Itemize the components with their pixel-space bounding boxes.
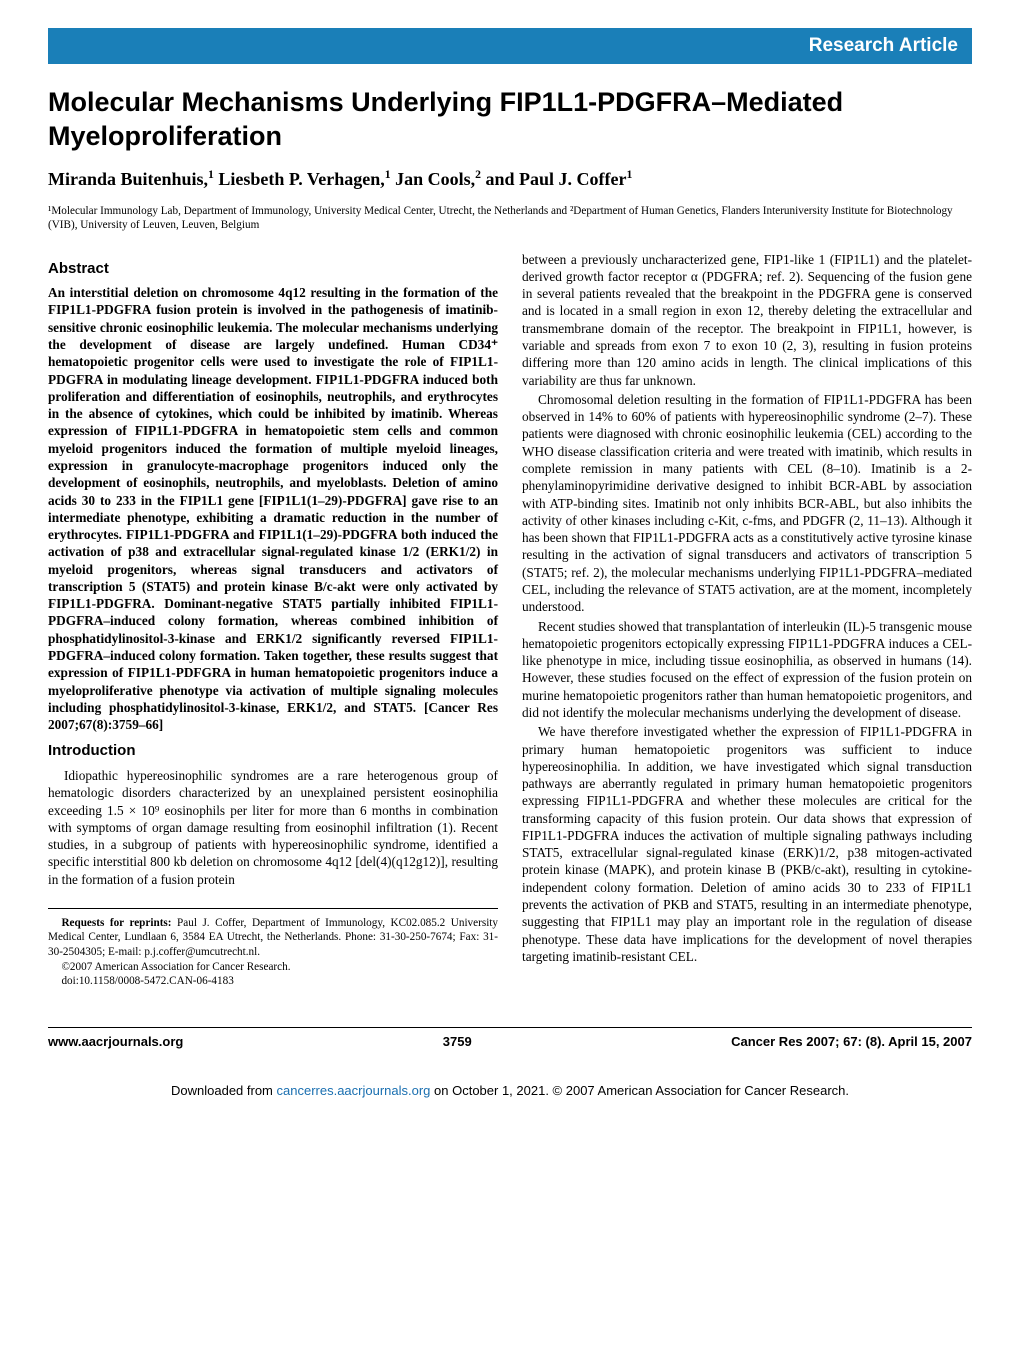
abstract-heading: Abstract <box>48 259 498 279</box>
reprints-label: Requests for reprints: <box>61 917 171 929</box>
reprints-footnote: Requests for reprints: Paul J. Coffer, D… <box>48 916 498 960</box>
download-suffix: on October 1, 2021. © 2007 American Asso… <box>430 1083 849 1098</box>
download-note: Downloaded from cancerres.aacrjournals.o… <box>0 1067 1020 1122</box>
abstract-body: An interstitial deletion on chromosome 4… <box>48 284 498 733</box>
doi-footnote: doi:10.1158/0008-5472.CAN-06-4183 <box>48 974 498 989</box>
download-prefix: Downloaded from <box>171 1083 277 1098</box>
intro-para: Idiopathic hypereosinophilic syndromes a… <box>48 767 498 888</box>
author-list: Miranda Buitenhuis,1 Liesbeth P. Verhage… <box>48 168 972 190</box>
introduction-heading: Introduction <box>48 741 498 761</box>
copyright-footnote: ©2007 American Association for Cancer Re… <box>48 960 498 975</box>
intro-para: Recent studies showed that transplantati… <box>522 618 972 722</box>
download-link[interactable]: cancerres.aacrjournals.org <box>277 1083 431 1098</box>
banner: Research Article <box>48 28 972 64</box>
affiliations: ¹Molecular Immunology Lab, Department of… <box>48 204 972 233</box>
intro-para: between a previously uncharacterized gen… <box>522 251 972 389</box>
footer-page-number: 3759 <box>443 1034 472 1049</box>
intro-para: Chromosomal deletion resulting in the fo… <box>522 391 972 616</box>
intro-para: We have therefore investigated whether t… <box>522 723 972 965</box>
article-title: Molecular Mechanisms Underlying FIP1L1-P… <box>48 86 972 154</box>
footer-left: www.aacrjournals.org <box>48 1034 183 1049</box>
footer-right: Cancer Res 2007; 67: (8). April 15, 2007 <box>731 1034 972 1049</box>
page-footer: www.aacrjournals.org 3759 Cancer Res 200… <box>48 1027 972 1049</box>
footnote-separator <box>48 908 498 909</box>
